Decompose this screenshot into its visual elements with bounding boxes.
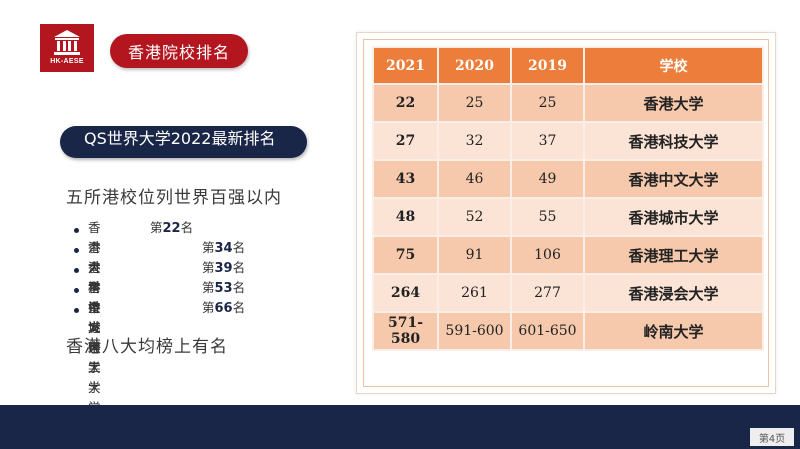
- page-title-badge: 香港院校排名: [110, 34, 248, 68]
- university-rank: 第39名: [202, 260, 246, 276]
- table-cell: 25: [510, 83, 585, 123]
- bullet-icon: [74, 228, 79, 233]
- column-header: 2021: [372, 46, 439, 85]
- table-cell: 106: [510, 235, 585, 275]
- university-rank: 第53名: [202, 280, 246, 296]
- footer-bar: [0, 405, 800, 449]
- logo: HK-AESE: [40, 24, 94, 72]
- column-header: 学校: [583, 46, 764, 85]
- table-header-row: 2021 2020 2019 学校: [372, 46, 764, 85]
- table-row: 264 261 277 香港浸会大学: [372, 273, 764, 313]
- university-name: 香港大学: [88, 220, 101, 295]
- table-cell: 261: [437, 273, 512, 313]
- university-rank: 第66名: [202, 300, 246, 316]
- university-rank: 第34名: [202, 240, 246, 256]
- ranking-table-frame: 2021 2020 2019 学校 22 25 25 香港大学 27 32 37: [356, 32, 776, 394]
- table-cell: 46: [437, 159, 512, 199]
- table-cell: 43: [372, 159, 439, 199]
- bullet-icon: [74, 268, 79, 273]
- table-cell: 香港浸会大学: [583, 273, 764, 313]
- table-cell: 75: [372, 235, 439, 275]
- table-cell: 55: [510, 197, 585, 237]
- table-cell: 591-600: [437, 311, 512, 351]
- table-cell: 岭南大学: [583, 311, 764, 351]
- university-rank: 第22名: [150, 220, 194, 236]
- ranking-table: 2021 2020 2019 学校 22 25 25 香港大学 27 32 37: [372, 46, 764, 351]
- table-row: 75 91 106 香港理工大学: [372, 235, 764, 275]
- building-icon: [54, 30, 80, 55]
- page-number: 第4页: [750, 428, 794, 446]
- university-name: 香港中文大学: [88, 260, 101, 375]
- table-cell: 571-580: [372, 311, 439, 351]
- table-cell: 52: [437, 197, 512, 237]
- table-cell: 48: [372, 197, 439, 237]
- column-header: 2020: [437, 46, 512, 85]
- subtitle-text: QS世界大学2022最新排名: [84, 129, 276, 148]
- table-cell: 25: [437, 83, 512, 123]
- university-name: 香港科技大学: [88, 240, 101, 355]
- table-cell: 香港城市大学: [583, 197, 764, 237]
- table-cell: 49: [510, 159, 585, 199]
- logo-text: HK-AESE: [50, 58, 84, 65]
- table-row: 27 32 37 香港科技大学: [372, 121, 764, 161]
- table-cell: 22: [372, 83, 439, 123]
- table-row: 22 25 25 香港大学: [372, 83, 764, 123]
- table-cell: 香港理工大学: [583, 235, 764, 275]
- table-cell: 香港中文大学: [583, 159, 764, 199]
- ranking-table-border: 2021 2020 2019 学校 22 25 25 香港大学 27 32 37: [363, 39, 769, 387]
- table-cell: 264: [372, 273, 439, 313]
- table-cell: 32: [437, 121, 512, 161]
- table-row: 571-580 591-600 601-650 岭南大学: [372, 311, 764, 351]
- table-cell: 601-650: [510, 311, 585, 351]
- table-cell: 37: [510, 121, 585, 161]
- university-name: 香港理工大学: [88, 300, 101, 415]
- table-cell: 277: [510, 273, 585, 313]
- table-cell: 27: [372, 121, 439, 161]
- table-row: 48 52 55 香港城市大学: [372, 197, 764, 237]
- university-name: 香港城市大学: [88, 280, 101, 395]
- table-cell: 91: [437, 235, 512, 275]
- bullet-icon: [74, 288, 79, 293]
- bullet-icon: [74, 308, 79, 313]
- bullet-icon: [74, 248, 79, 253]
- table-cell: 香港科技大学: [583, 121, 764, 161]
- lead-text: 五所港校位列世界百强以内: [66, 188, 282, 208]
- column-header: 2019: [510, 46, 585, 85]
- closing-text: 香港八大均榜上有名: [66, 337, 228, 357]
- table-row: 43 46 49 香港中文大学: [372, 159, 764, 199]
- table-cell: 香港大学: [583, 83, 764, 123]
- page-title: 香港院校排名: [127, 43, 230, 62]
- subtitle-badge: QS世界大学2022最新排名: [60, 126, 307, 158]
